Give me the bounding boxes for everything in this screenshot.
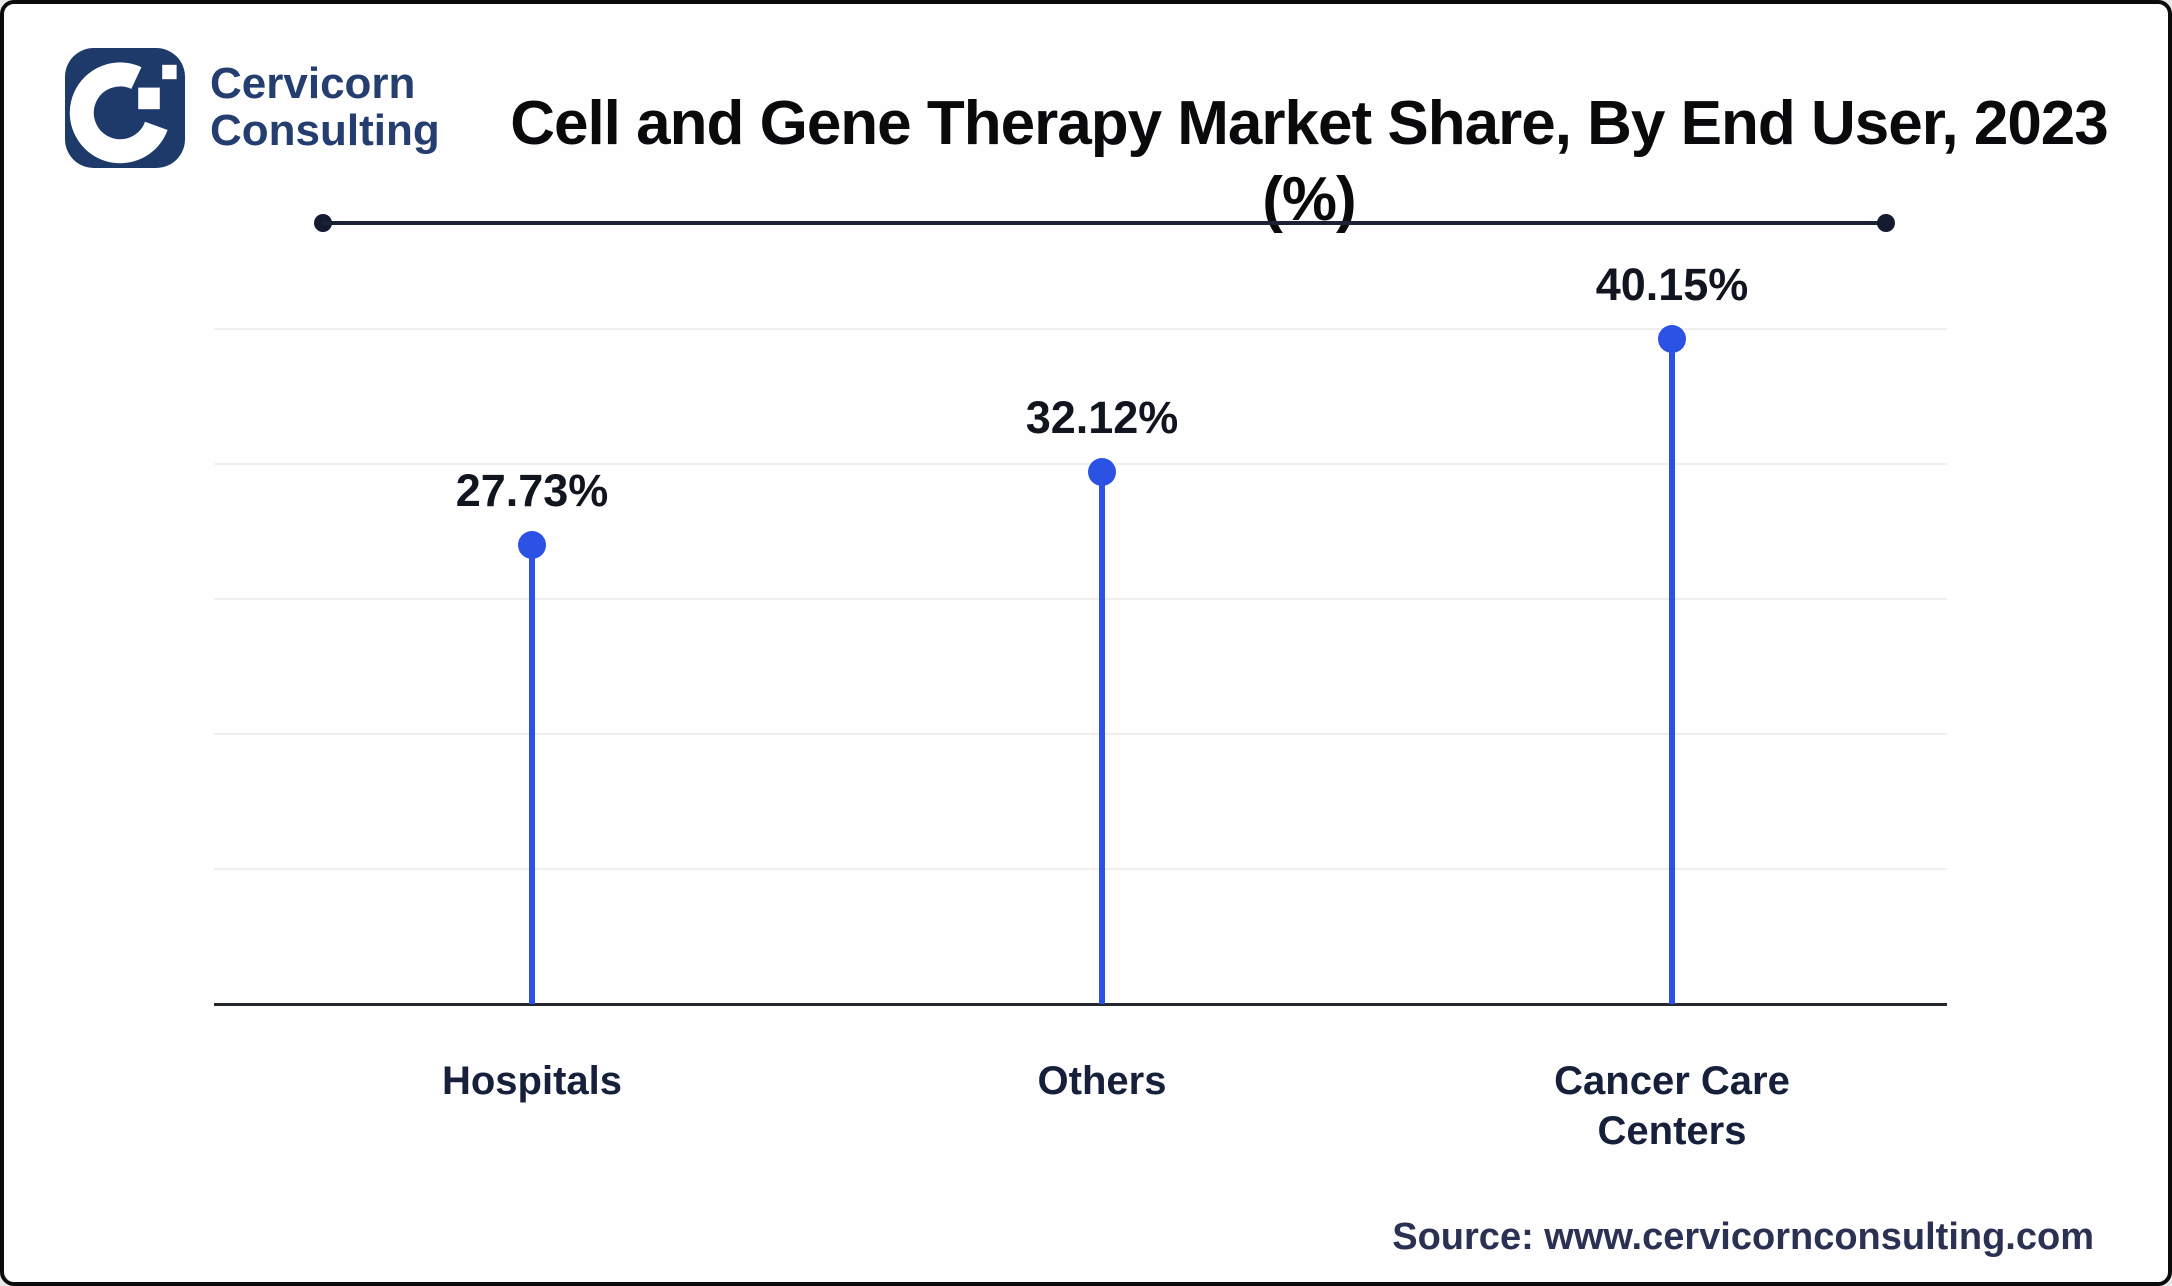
gridline <box>214 868 1947 870</box>
source-text: Source: www.cervicornconsulting.com <box>1392 1216 2094 1258</box>
data-point-marker-2 <box>1658 325 1686 353</box>
cervicorn-logo-icon <box>64 48 186 168</box>
gridline <box>214 733 1947 735</box>
plot-area: 27.73% Hospitals 32.12% Others 40.15% Cancer … <box>4 4 2168 1282</box>
x-axis-line <box>214 1003 1947 1006</box>
gridline <box>214 598 1947 600</box>
brand-name: Cervicorn Consulting <box>210 60 440 154</box>
gridline <box>214 463 1947 465</box>
value-label-0: 27.73% <box>455 464 609 516</box>
category-label-0: Hospitals <box>441 1059 623 1103</box>
stem-0 <box>529 544 535 1004</box>
gridline <box>214 328 1947 330</box>
title-divider-line <box>323 221 1886 225</box>
value-label-1: 32.12% <box>1025 392 1179 443</box>
category-label-1: Others <box>1037 1059 1167 1103</box>
data-point-marker-0 <box>518 530 546 559</box>
stem-2 <box>1669 339 1675 1004</box>
value-label-2: 40.15% <box>1595 259 1749 310</box>
cervicorn-c-glyph <box>65 48 185 168</box>
divider-end-dot-right <box>1877 214 1895 232</box>
stem-1 <box>1099 472 1105 1004</box>
brand-name-line1: Cervicorn <box>210 59 416 108</box>
chart-title: Cell and Gene Therapy Market Share, By E… <box>510 88 2109 234</box>
data-point-marker-1 <box>1088 458 1116 486</box>
brand-name-line2: Consulting <box>210 106 440 155</box>
category-label-2: Cancer Care Centers <box>1554 1059 1790 1153</box>
